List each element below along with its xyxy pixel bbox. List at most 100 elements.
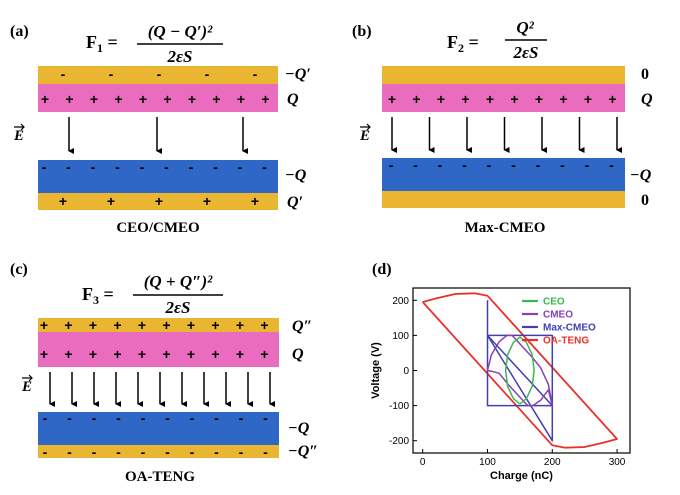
formula-b-numerator: Q² — [516, 18, 534, 37]
plus-charge: + — [388, 91, 396, 107]
dielectric-bottom-a — [38, 160, 278, 193]
plus-charge: + — [437, 91, 445, 107]
plus-charge: + — [114, 91, 122, 107]
panel-d-label: (d) — [372, 261, 392, 278]
plus-charge: + — [584, 91, 592, 107]
field-label-b: E — [359, 123, 371, 144]
electrode-top-a — [38, 66, 278, 84]
svg-text:F2 =: F2 = — [447, 32, 479, 55]
y-tick-label: -200 — [389, 436, 409, 447]
minus-charge: - — [116, 444, 121, 460]
minus-charge: - — [511, 157, 516, 173]
minus-charge: - — [91, 159, 96, 175]
minus-charge: - — [413, 157, 418, 173]
formula-b-denominator: 2εS — [513, 43, 539, 62]
plus-charge: + — [261, 91, 269, 107]
minus-charge: - — [263, 410, 268, 426]
plus-charge: + — [412, 91, 420, 107]
y-tick-label: 0 — [403, 366, 409, 377]
plus-charge: + — [203, 193, 211, 209]
plus-charge: + — [535, 91, 543, 107]
svg-text:E: E — [13, 128, 24, 144]
minus-charge: - — [66, 159, 71, 175]
minus-charge: - — [238, 159, 243, 175]
caption-c: OA-TENG — [125, 469, 195, 485]
y-tick-label: 100 — [392, 331, 409, 342]
minus-charge: - — [389, 157, 394, 173]
y-tick-label: 200 — [392, 296, 409, 307]
minus-charge: - — [205, 66, 210, 82]
plus-charge: + — [139, 91, 147, 107]
voltage-charge-chart: 0 100 200 300 200 100 0 -100 -200 Charge (nC) Volt… — [370, 287, 631, 482]
minus-charge: - — [190, 444, 195, 460]
plot-frame — [412, 287, 631, 454]
plus-charge: + — [212, 91, 220, 107]
charges-gold-top-c: + + + + + + + + + + — [40, 317, 269, 333]
minus-charge: - — [165, 444, 170, 460]
field-arrows-a — [68, 117, 248, 154]
plus-charge: + — [211, 317, 219, 333]
minus-charge: - — [438, 157, 443, 173]
dielectric-bottom-b — [382, 158, 625, 191]
plus-charge: + — [89, 317, 97, 333]
minus-charge: - — [92, 444, 97, 460]
field-arrows-b — [391, 117, 622, 153]
minus-charge: - — [109, 66, 114, 82]
y-axis-title: Voltage (V) — [370, 342, 382, 399]
plus-charge: + — [64, 317, 72, 333]
minus-charge: - — [262, 159, 267, 175]
minus-charge: - — [92, 410, 97, 426]
plus-charge: + — [113, 346, 121, 362]
charges-blue-a: ---------- — [42, 159, 268, 175]
charges-pink-c: + + + + + + + + + + — [40, 346, 269, 362]
x-tick-label: 300 — [609, 457, 626, 468]
minus-charge: - — [585, 157, 590, 173]
panel-a: (a) F1 = (Q − Q′)² 2εS ----- + + + + + + + + + + … — [10, 22, 311, 236]
minus-charge: - — [253, 66, 258, 82]
minus-charge: - — [263, 444, 268, 460]
minus-charge: - — [560, 157, 565, 173]
plus-charge: + — [138, 317, 146, 333]
minus-charge: - — [140, 159, 145, 175]
label-blue-c: −Q — [288, 420, 310, 437]
minus-charge: - — [190, 410, 195, 426]
minus-charge: - — [141, 444, 146, 460]
formula-a-numerator: (Q − Q′)² — [148, 22, 213, 41]
field-label-a: E — [13, 123, 25, 144]
plus-charge: + — [510, 91, 518, 107]
plus-charge: + — [236, 346, 244, 362]
panel-d: (d) 0 100 200 300 200 100 0 -100 -200 Charge (nC)… — [370, 261, 631, 482]
formula-c-numerator: (Q + Q″)² — [144, 272, 213, 291]
electrode-top-b — [382, 66, 625, 84]
minus-charge: - — [214, 444, 219, 460]
svg-text:E: E — [21, 379, 32, 395]
plus-charge: + — [162, 346, 170, 362]
minus-charge: - — [67, 410, 72, 426]
charges-gold-top-a: ----- — [61, 66, 258, 82]
minus-charge: - — [42, 159, 47, 175]
series-ceo — [504, 336, 535, 405]
caption-b: Max-CMEO — [465, 220, 546, 236]
y-tick-label: -100 — [389, 401, 409, 412]
plus-charge: + — [559, 91, 567, 107]
plus-charge: + — [107, 193, 115, 209]
plus-charge: + — [138, 346, 146, 362]
panel-b-label: (b) — [352, 23, 372, 40]
legend-item: Max-CMEO — [543, 323, 596, 334]
plus-charge: + — [89, 346, 97, 362]
plus-charge: + — [59, 193, 67, 209]
panel-c: (c) F3 = (Q + Q″)² 2εS + + + + + + + + + + + + + + + +… — [10, 261, 318, 485]
plus-charge: + — [163, 91, 171, 107]
label-gold-bottom-c: −Q″ — [288, 443, 318, 460]
label-gold-top-a: −Q′ — [285, 66, 311, 83]
svg-text:F3 =: F3 = — [82, 284, 114, 307]
dielectric-top-b — [382, 84, 625, 112]
minus-charge: - — [116, 410, 121, 426]
plus-charge: + — [40, 317, 48, 333]
caption-a: CEO/CMEO — [116, 220, 199, 236]
minus-charge: - — [239, 444, 244, 460]
formula-c-denominator: 2εS — [165, 298, 191, 317]
minus-charge: - — [43, 410, 48, 426]
panel-a-label: (a) — [10, 23, 29, 40]
